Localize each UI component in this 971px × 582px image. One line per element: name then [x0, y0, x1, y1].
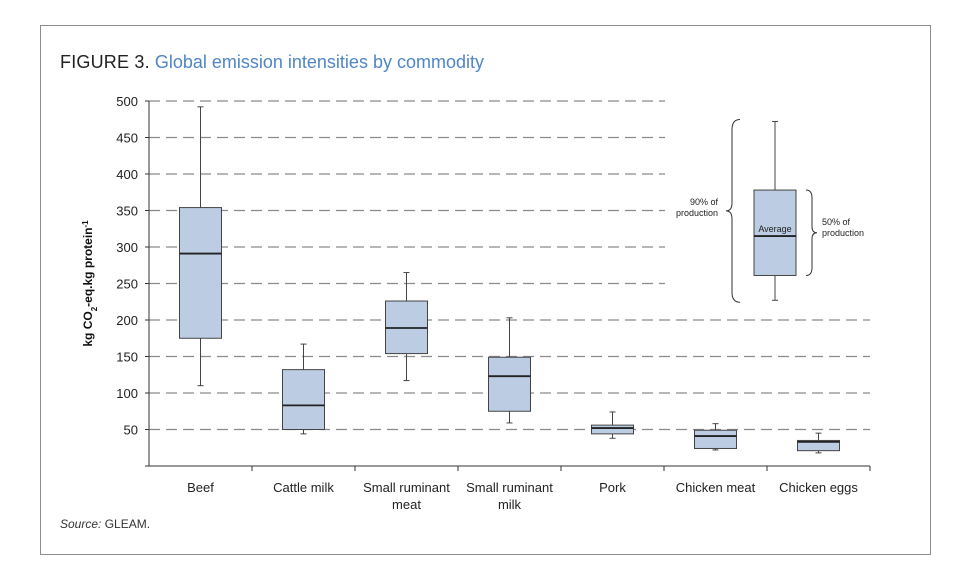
- legend-brace-50: [805, 189, 818, 276]
- box-6: [797, 439, 840, 452]
- category-label-2: Small ruminant meat: [363, 480, 450, 512]
- box-0: [179, 207, 222, 339]
- y-axis-label: kg CO2-eq.kg protein-1: [81, 220, 99, 347]
- legend-50-label: 50% of production: [822, 217, 864, 238]
- box-5: [694, 429, 737, 449]
- source-label: Source:: [60, 517, 102, 531]
- y-tick-label-350: 350: [116, 204, 138, 219]
- y-tick-label-50: 50: [124, 423, 138, 438]
- legend-90-label: 90% of production: [676, 197, 719, 218]
- category-label-6: Chicken eggs: [779, 480, 858, 495]
- y-tick-label-100: 100: [116, 386, 138, 401]
- figure-frame: [40, 25, 931, 555]
- y-tick-label-400: 400: [116, 167, 138, 182]
- category-label-0: Beef: [187, 480, 214, 495]
- y-tick-label-500: 500: [116, 94, 138, 109]
- y-tick-label-300: 300: [116, 240, 138, 255]
- legend-brace-90: [725, 118, 741, 303]
- category-label-5: Chicken meat: [676, 480, 756, 495]
- figure-number: FIGURE 3.: [60, 52, 150, 72]
- category-label-4: Pork: [599, 480, 626, 495]
- figure-source: Source: GLEAM.: [60, 517, 150, 531]
- box-4: [591, 424, 634, 435]
- box-3: [488, 356, 531, 412]
- figure-title-text: Global emission intensities by commodity: [154, 52, 484, 72]
- box-1: [282, 369, 325, 431]
- legend-box: [753, 189, 797, 276]
- figure-title: FIGURE 3. Global emission intensities by…: [60, 52, 484, 73]
- y-tick-label-200: 200: [116, 313, 138, 328]
- category-label-3: Small ruminant milk: [466, 480, 553, 512]
- y-tick-label-150: 150: [116, 350, 138, 365]
- category-label-1: Cattle milk: [273, 480, 334, 495]
- y-tick-label-250: 250: [116, 277, 138, 292]
- y-tick-label-450: 450: [116, 131, 138, 146]
- source-value: GLEAM.: [104, 517, 151, 531]
- legend-average-label: Average: [758, 224, 791, 234]
